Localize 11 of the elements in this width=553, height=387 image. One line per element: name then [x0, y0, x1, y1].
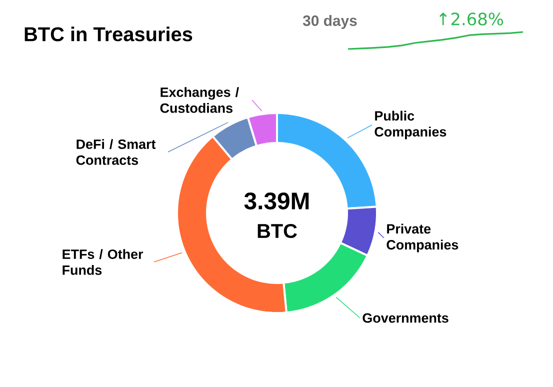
slice-label: Governments: [362, 313, 448, 323]
text: 3.39M: [244, 192, 309, 210]
slice-label: DeFi / Smart Contracts: [76, 139, 156, 165]
slice-label: Private Companies: [386, 224, 458, 252]
text: BTC: [258, 224, 297, 238]
chart-title: BTC in Treasuries: [24, 26, 192, 42]
text: ↑2.68%: [439, 12, 504, 26]
slice-label: Exchanges / Custodians: [160, 87, 239, 113]
slice-label: ETFs / Other Funds: [62, 249, 144, 275]
text: 30 days: [302, 15, 357, 29]
slice-label: Public Companies: [374, 110, 446, 140]
